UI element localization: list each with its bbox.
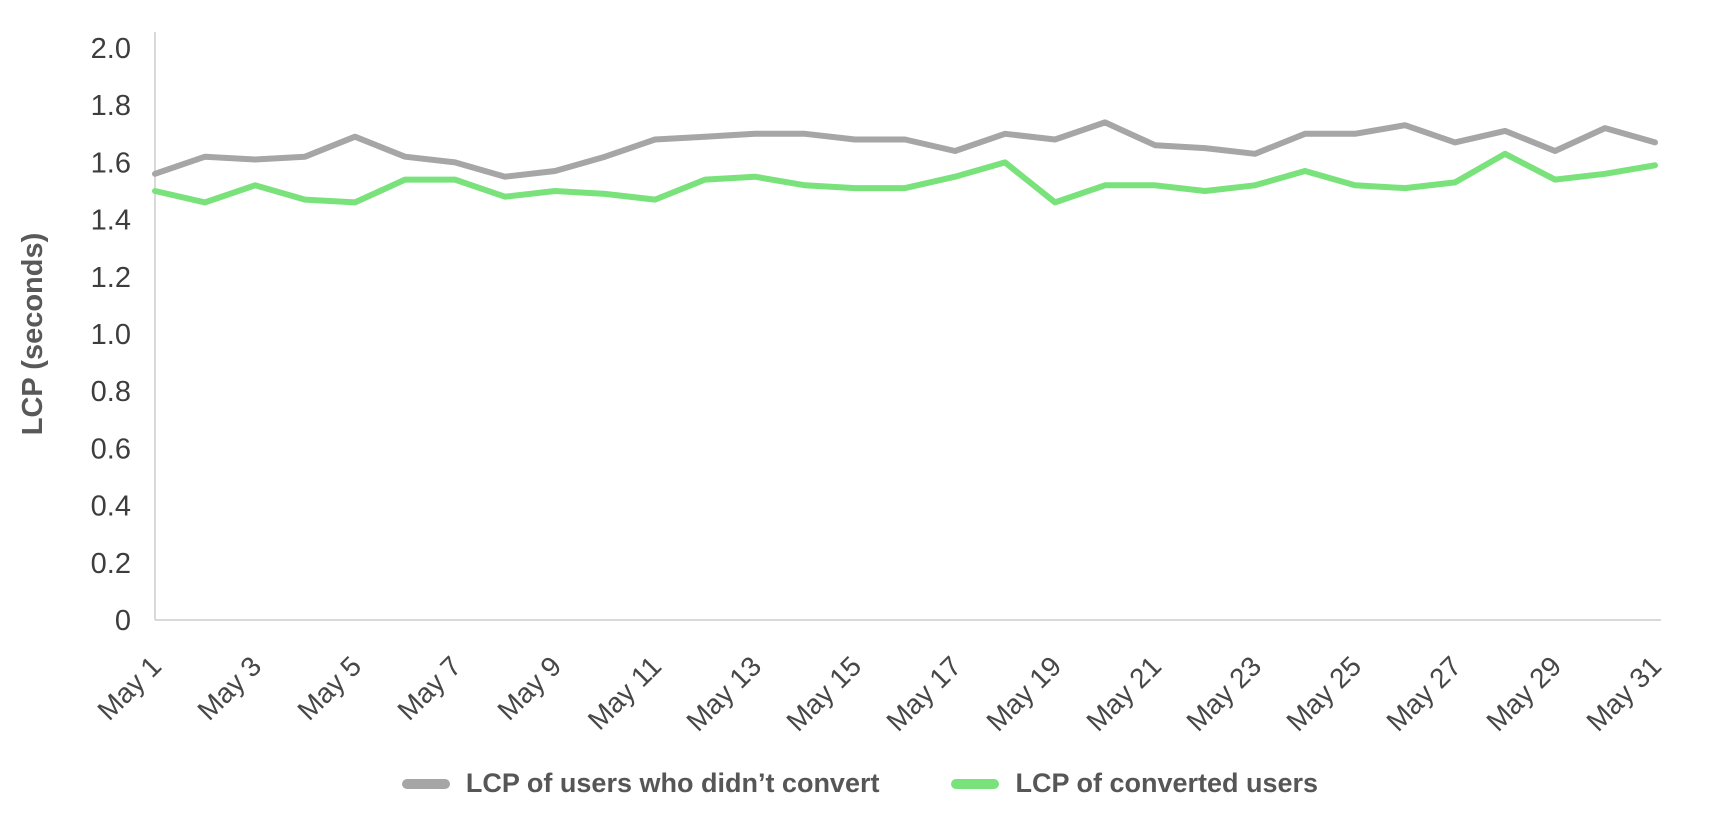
y-tick-label: 0.6 bbox=[91, 433, 131, 465]
y-tick-label: 0 bbox=[115, 605, 131, 637]
x-tick-label: May 29 bbox=[1480, 650, 1567, 737]
x-tick-label: May 27 bbox=[1380, 650, 1467, 737]
x-tick-label: May 31 bbox=[1580, 650, 1667, 737]
x-tick-label: May 3 bbox=[191, 650, 267, 726]
x-tick-label: May 1 bbox=[91, 650, 167, 726]
x-tick-label: May 5 bbox=[291, 650, 367, 726]
legend-label-not-converted: LCP of users who didn’t convert bbox=[465, 768, 880, 798]
y-tick-label: 1.0 bbox=[91, 319, 131, 351]
legend-swatch-converted bbox=[951, 778, 1000, 789]
legend-item-not-converted: LCP of users who didn’t convert bbox=[401, 768, 880, 799]
y-tick-label: 0.8 bbox=[91, 376, 131, 408]
y-tick-label: 0.4 bbox=[91, 491, 131, 523]
y-tick-label: 2.0 bbox=[91, 33, 131, 65]
legend-swatch-not-converted bbox=[401, 778, 450, 789]
y-tick-label: 1.2 bbox=[91, 262, 131, 294]
y-axis-title: LCP (seconds) bbox=[17, 233, 49, 436]
x-tick-label: May 21 bbox=[1080, 650, 1167, 737]
x-tick-label: May 23 bbox=[1180, 650, 1267, 737]
x-tick-label: May 15 bbox=[780, 650, 867, 737]
x-tick-label: May 17 bbox=[880, 650, 967, 737]
x-tick-label: May 11 bbox=[582, 650, 667, 735]
chart-legend: LCP of users who didn’t convert LCP of c… bbox=[0, 768, 1720, 799]
y-tick-label: 1.4 bbox=[91, 205, 131, 237]
y-tick-label: 0.2 bbox=[91, 548, 131, 580]
series-line-1 bbox=[152, 150, 1658, 206]
x-tick-label: May 7 bbox=[391, 650, 467, 726]
legend-item-converted: LCP of converted users bbox=[951, 768, 1318, 799]
x-tick-label: May 19 bbox=[980, 650, 1067, 737]
x-tick-label: May 9 bbox=[491, 650, 567, 726]
y-tick-label: 1.6 bbox=[91, 147, 131, 179]
x-tick-label: May 25 bbox=[1280, 650, 1367, 737]
series-line-0 bbox=[152, 119, 1658, 180]
y-tick-label: 1.8 bbox=[91, 90, 131, 122]
x-tick-label: May 13 bbox=[680, 650, 767, 737]
legend-label-converted: LCP of converted users bbox=[1015, 768, 1319, 798]
